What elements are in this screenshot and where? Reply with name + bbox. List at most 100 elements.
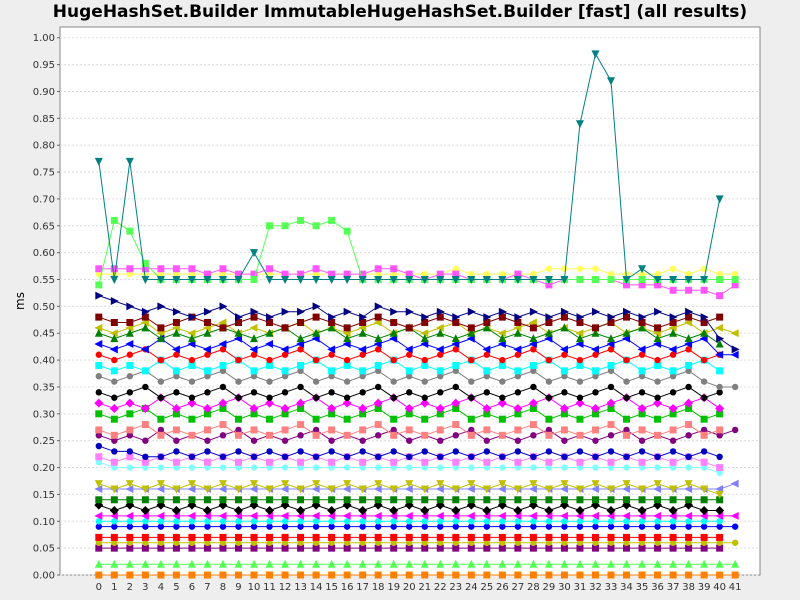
data-point: [126, 361, 134, 369]
x-tick-label: 11: [263, 582, 276, 593]
data-point: [296, 398, 306, 408]
data-point: [483, 437, 491, 444]
data-point: [483, 518, 491, 525]
data-point: [669, 265, 677, 272]
data-point: [529, 361, 537, 369]
data-point: [109, 506, 119, 516]
data-point: [544, 511, 553, 520]
data-point: [607, 458, 615, 466]
data-point: [389, 506, 399, 516]
x-tick-label: 0: [96, 582, 102, 593]
data-point: [483, 539, 491, 546]
data-point: [591, 496, 599, 504]
data-point: [296, 511, 305, 520]
data-point: [499, 270, 506, 278]
data-point: [374, 346, 382, 353]
data-point: [188, 313, 197, 322]
data-point: [483, 464, 491, 471]
data-point: [156, 334, 165, 343]
data-point: [265, 339, 274, 348]
data-point: [233, 506, 243, 516]
data-point: [141, 259, 149, 267]
data-point: [281, 389, 289, 396]
data-point: [592, 464, 599, 471]
data-point: [716, 367, 724, 375]
data-point: [669, 523, 677, 530]
data-point: [312, 464, 320, 471]
data-point: [188, 361, 196, 369]
data-point: [171, 511, 180, 520]
data-point: [513, 506, 523, 516]
data-point: [110, 496, 118, 504]
data-point: [685, 518, 692, 525]
data-point: [312, 302, 321, 311]
data-point: [266, 394, 273, 401]
data-point: [204, 351, 211, 358]
y-tick-label: 0.50: [33, 302, 55, 313]
data-point: [234, 485, 243, 494]
data-point: [359, 544, 367, 552]
data-point: [312, 265, 320, 273]
data-point: [575, 120, 584, 129]
data-point: [374, 523, 382, 530]
data-point: [468, 378, 475, 385]
data-point: [483, 426, 491, 434]
data-point: [374, 533, 382, 541]
data-point: [406, 523, 413, 530]
data-point: [219, 496, 227, 504]
data-point: [250, 559, 259, 568]
data-point: [390, 539, 397, 546]
data-point: [142, 518, 149, 525]
data-point: [530, 346, 537, 353]
data-point: [281, 480, 290, 489]
data-point: [437, 464, 444, 471]
data-point: [700, 328, 709, 337]
data-point: [343, 533, 351, 541]
data-point: [297, 346, 304, 353]
data-point: [499, 394, 506, 401]
data-point: [219, 533, 227, 541]
data-point: [669, 328, 678, 337]
data-point: [157, 431, 165, 439]
data-point: [203, 318, 211, 326]
data-point: [700, 313, 709, 322]
data-point: [204, 464, 211, 471]
data-point: [296, 506, 306, 516]
data-point: [669, 448, 677, 455]
data-point: [234, 318, 242, 326]
data-point: [560, 480, 569, 489]
data-point: [188, 533, 196, 541]
data-point: [235, 523, 242, 530]
data-point: [250, 334, 259, 343]
data-point: [404, 485, 413, 494]
data-point: [684, 485, 693, 494]
data-point: [545, 426, 553, 434]
data-point: [312, 328, 321, 337]
data-point: [452, 367, 459, 375]
data-point: [669, 539, 677, 546]
data-point: [94, 398, 104, 408]
data-point: [173, 351, 180, 358]
data-point: [327, 559, 336, 568]
data-point: [421, 415, 429, 423]
data-point: [607, 313, 616, 322]
data-point: [172, 265, 180, 273]
data-point: [654, 523, 661, 530]
data-point: [638, 373, 646, 380]
data-point: [390, 448, 397, 455]
data-point: [390, 496, 398, 504]
data-point: [637, 511, 646, 520]
data-point: [497, 485, 506, 494]
data-point: [451, 559, 460, 568]
data-point: [561, 464, 568, 471]
data-point: [436, 410, 444, 418]
data-point: [404, 345, 413, 354]
data-point: [731, 270, 739, 278]
data-point: [452, 421, 460, 429]
data-point: [187, 559, 196, 568]
data-point: [514, 426, 522, 434]
data-point: [528, 485, 537, 494]
data-point: [684, 559, 693, 568]
data-point: [545, 313, 554, 322]
data-point: [452, 313, 461, 322]
